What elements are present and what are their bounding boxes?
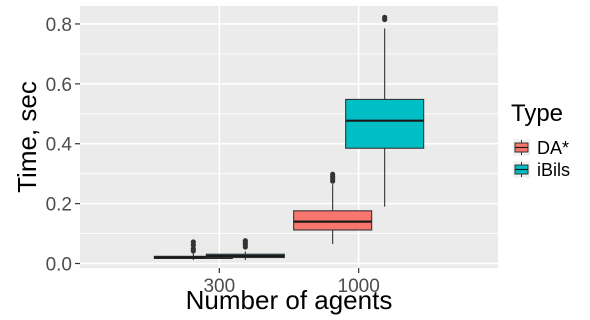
x-tick-label: 300 <box>203 276 235 297</box>
x-tick-label: 1000 <box>338 276 380 297</box>
outlier-point <box>242 238 248 244</box>
x-axis: 300 1000 <box>203 268 380 297</box>
legend-key-iBils: iBils <box>513 160 570 180</box>
x-axis-title: Number of agents <box>186 285 393 315</box>
grid-minor <box>80 53 498 234</box>
box-iBils-300 <box>205 238 285 260</box>
plot-panel <box>80 6 498 268</box>
legend-label: DA* <box>537 138 569 158</box>
box-DA*-1000 <box>293 171 373 245</box>
legend-title: Type <box>511 100 563 127</box>
y-tick-label: 0.4 <box>46 135 73 156</box>
grid-major <box>80 6 498 268</box>
y-tick-label: 0.2 <box>46 195 72 216</box>
legend-key-DA*: DA* <box>513 138 569 158</box>
outlier-point <box>382 14 388 20</box>
y-tick-label: 0.6 <box>46 75 72 96</box>
y-tick-label: 0.0 <box>46 255 72 276</box>
outlier-point <box>190 239 196 245</box>
legend-keys: DA*iBils <box>513 138 570 180</box>
outlier-point <box>330 171 336 177</box>
box-body <box>345 98 425 149</box>
y-axis-title: Time, sec <box>12 81 42 193</box>
box-iBils-1000 <box>345 14 425 207</box>
legend-label: iBils <box>537 160 570 180</box>
box-body <box>293 210 373 231</box>
y-tick-label: 0.8 <box>46 15 72 36</box>
box-layer <box>153 14 425 260</box>
y-axis: 0.0 0.2 0.4 0.6 0.8 <box>46 15 80 276</box>
outlier-point <box>190 245 196 252</box>
legend: Type DA*iBils <box>511 100 570 180</box>
